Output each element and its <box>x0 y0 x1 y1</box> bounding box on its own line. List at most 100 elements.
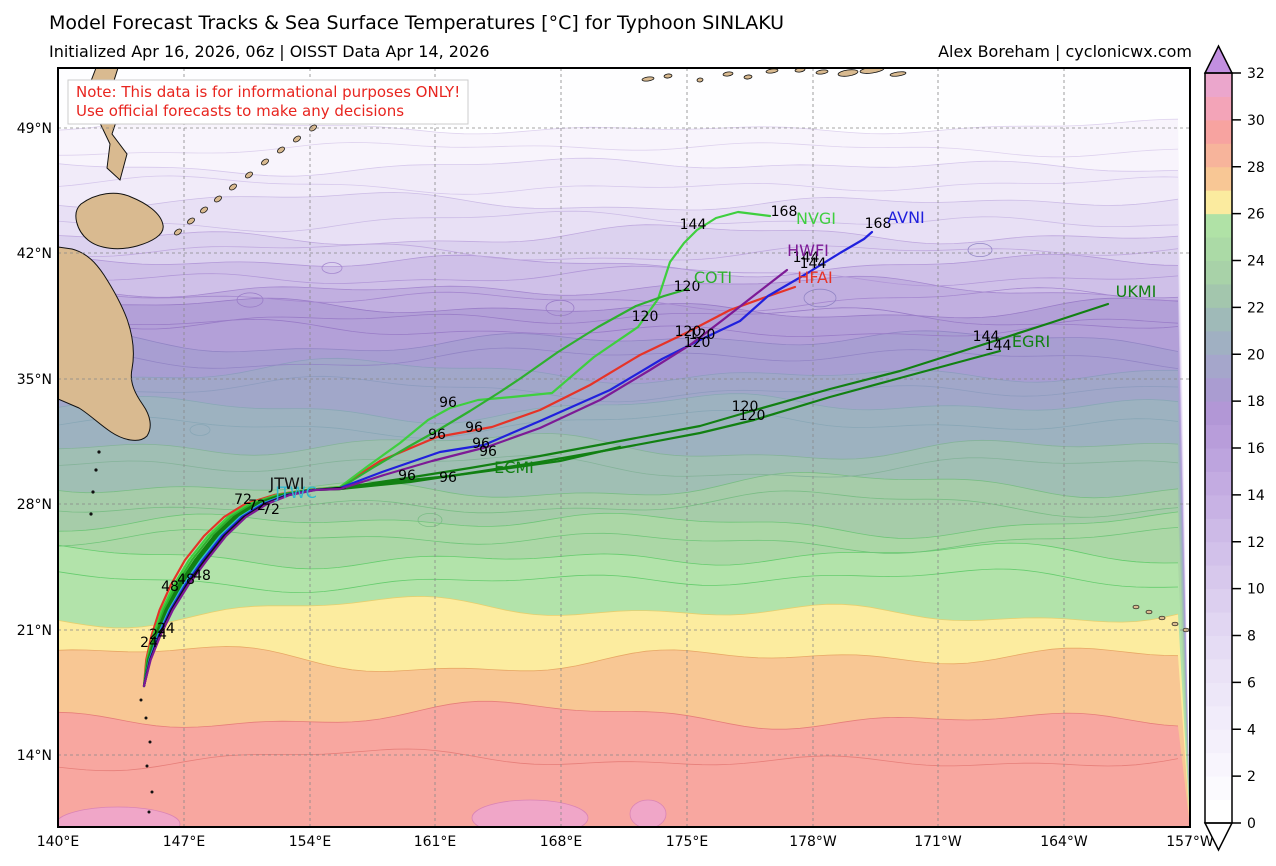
x-tick-label: 147°E <box>163 834 206 850</box>
track-NVGI <box>142 210 772 688</box>
colorbar-segment <box>1205 424 1232 449</box>
x-tick-label: 154°E <box>289 834 332 850</box>
sst-contour <box>58 224 1179 245</box>
land-hokkaido <box>75 192 164 250</box>
sst-contour <box>58 393 1179 425</box>
hour-label: 96 <box>398 468 416 484</box>
land-kuril-island <box>261 158 269 166</box>
x-tick-label: 164°W <box>1040 834 1088 850</box>
land-kuril-island <box>293 135 301 143</box>
x-tick-label: 178°W <box>789 834 837 850</box>
colorbar-segment <box>1205 729 1232 754</box>
sst-contour <box>58 471 1179 499</box>
land-mariana-island <box>145 764 149 768</box>
colorbar-segment <box>1205 237 1232 261</box>
colorbar-segment <box>1205 377 1232 402</box>
land-mariana-island <box>139 698 143 702</box>
sst-eddy <box>803 288 837 308</box>
colorbar-tick-label: 32 <box>1247 66 1265 82</box>
colorbar-segment <box>1205 799 1232 824</box>
sst-warm-patch <box>629 799 667 827</box>
land-izu-island <box>97 450 101 454</box>
sst-eddy <box>189 424 211 436</box>
sst-contour <box>58 265 1179 287</box>
land-izu-island <box>94 468 98 472</box>
hour-label: 144 <box>793 250 820 266</box>
x-tick-label: 157°W <box>1166 834 1214 850</box>
sst-contour <box>58 595 1179 629</box>
hour-label: 168 <box>771 204 798 220</box>
sst-contour <box>58 210 1179 233</box>
model-label-JTWC: JTWC <box>274 483 316 502</box>
hour-label: 120 <box>675 324 702 340</box>
sst-eddy <box>417 513 443 528</box>
track-AVNI <box>142 230 874 688</box>
colorbar-segment <box>1205 354 1232 379</box>
colorbar-tick-label: 30 <box>1247 113 1265 129</box>
sst-contour <box>58 307 1179 330</box>
colorbar-tick-label: 10 <box>1247 582 1265 598</box>
y-tick-label: 42°N <box>17 246 52 262</box>
sst-contour <box>58 275 1179 299</box>
colorbar-segment <box>1205 448 1232 472</box>
land-honshu <box>58 246 151 441</box>
hour-label: 144 <box>973 329 1000 345</box>
colorbar-tick-label: 4 <box>1247 722 1256 738</box>
sst-contour <box>58 243 1179 261</box>
note-box <box>67 79 469 125</box>
land-aleutian-island <box>696 77 704 83</box>
sst-contour <box>58 175 1179 195</box>
colorbar-segment <box>1205 330 1232 355</box>
y-tick-label: 14°N <box>17 748 52 764</box>
colorbar-arrow-top <box>1203 44 1234 74</box>
land-izu-island <box>91 490 95 494</box>
colorbar-segment <box>1205 73 1232 97</box>
hour-label: 168 <box>865 216 892 232</box>
model-label-HFAI: HFAI <box>797 268 832 287</box>
colorbar-tick-label: 14 <box>1247 488 1265 504</box>
colorbar-segment <box>1205 682 1232 707</box>
sst-eddy <box>321 262 343 274</box>
hour-label: 120 <box>674 279 701 295</box>
map-border <box>57 67 1191 828</box>
colorbar-segment <box>1205 401 1232 426</box>
colorbar-segment <box>1205 143 1232 168</box>
hour-label: 96 <box>472 436 490 452</box>
land-aleutian-island <box>663 73 673 79</box>
hour-label: 144 <box>680 217 707 233</box>
colorbar-tick-label: 16 <box>1247 441 1265 457</box>
sst-contour <box>58 192 1179 211</box>
hour-label: 72 <box>262 502 280 518</box>
land-aleutian-island <box>765 68 779 74</box>
land-izu-island <box>89 512 93 516</box>
colorbar-segment <box>1205 166 1232 191</box>
colorbar-segment <box>1205 588 1232 613</box>
colorbar-tick-label: 2 <box>1247 769 1256 785</box>
sst-contour <box>58 142 1179 158</box>
land-mariana-island <box>148 740 152 744</box>
x-tick-label: 175°E <box>666 834 709 850</box>
sst-contour <box>58 455 1179 478</box>
note-line1: Note: This data is for informational pur… <box>76 83 460 101</box>
hour-label: 72 <box>234 492 252 508</box>
sst-contour <box>58 409 1179 439</box>
hour-label: 96 <box>439 470 457 486</box>
land-hawaiian-island <box>1158 615 1166 621</box>
land-kuril-island <box>245 171 253 179</box>
x-tick-label: 171°W <box>914 834 962 850</box>
land-kuril-island <box>174 228 182 236</box>
sst-contour <box>58 347 1179 369</box>
land-hawaiian-island <box>1171 621 1179 627</box>
hour-label: 24 <box>140 635 158 651</box>
sst-contour <box>58 287 1179 312</box>
colorbar-segment <box>1205 119 1232 144</box>
colorbar-tick-label: 28 <box>1247 160 1265 176</box>
colorbar-tick-label: 18 <box>1247 394 1265 410</box>
colorbar-segment <box>1205 518 1232 543</box>
sst-eddy <box>236 292 264 308</box>
model-label-ECMI: ECMI <box>494 458 534 477</box>
sst-contour <box>58 318 1179 338</box>
credit-text: Alex Boreham | cyclonicwx.com <box>938 42 1192 61</box>
